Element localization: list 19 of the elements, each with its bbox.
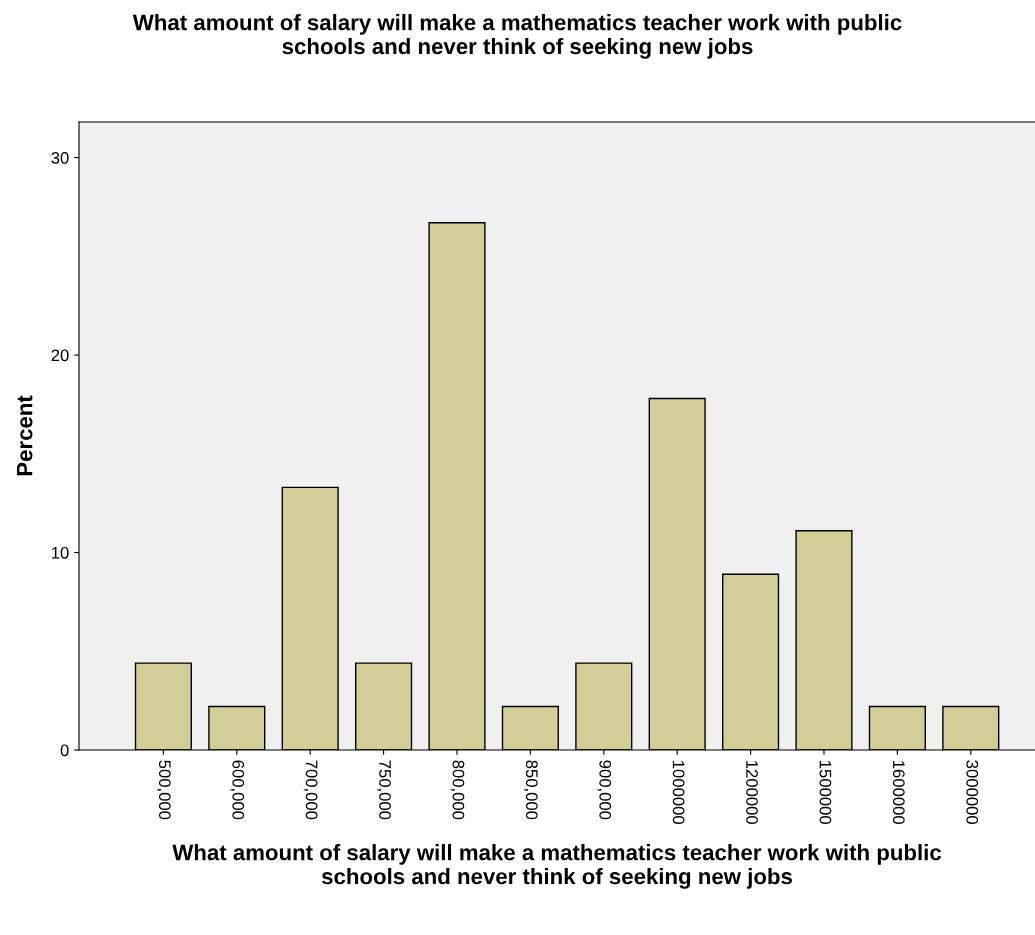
x-tick-label: 600,000 xyxy=(230,760,245,820)
y-tick-label: 0 xyxy=(60,744,69,757)
y-tick-label: 20 xyxy=(51,349,69,362)
x-tick-label: 1000000 xyxy=(672,760,685,824)
x-tick-label: 1600000 xyxy=(892,760,905,824)
x-tick-label: 800,000 xyxy=(450,760,465,820)
x-tick-label: 750,000 xyxy=(377,760,391,820)
x-tick-label: 3000000 xyxy=(966,760,979,824)
y-tick-label: 10 xyxy=(52,546,69,559)
x-tick-label: 850,000 xyxy=(523,760,538,820)
y-axis-title: Percent xyxy=(16,395,33,476)
x-tick-label: 700,000 xyxy=(303,760,318,820)
x-tick-label: 500,000 xyxy=(156,760,171,820)
chart-title: What amount of salary will make a mathematics teacher work with public schools and never think of seeking new jobs xyxy=(132,14,902,59)
y-tick-label: 30 xyxy=(51,151,69,164)
x-tick-label: 1500000 xyxy=(819,760,832,824)
x-tick-label: 1200000 xyxy=(746,760,758,824)
x-tick-label: 900,000 xyxy=(597,760,612,820)
x-axis-title: What amount of salary will make a mathematics teacher work with public schools and never think of seeking new jobs xyxy=(172,844,942,889)
